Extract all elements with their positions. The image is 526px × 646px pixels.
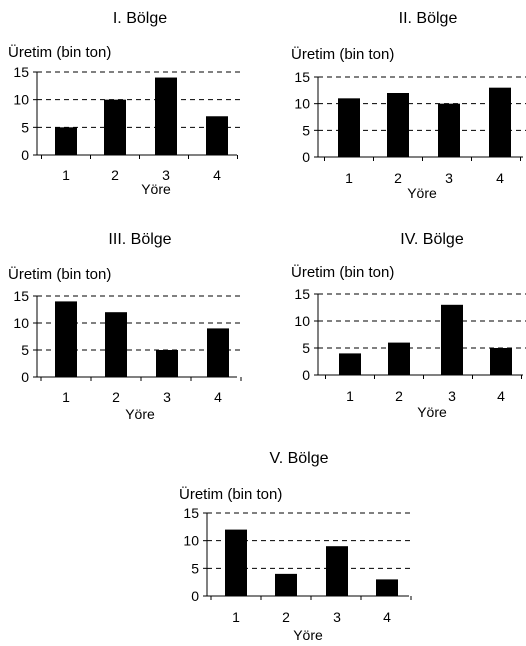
bar-2 — [275, 573, 297, 596]
chart-panel-3: 0 5 10 15 1 2 3 4 III. Bölge Üretim (bin ton) Yöre — [8, 231, 242, 422]
y-axis-label: Üretim (bin ton) — [8, 265, 111, 283]
y-tick-label: 15 — [183, 505, 199, 521]
bar-1 — [55, 127, 77, 155]
bar-2 — [388, 342, 410, 375]
x-axis-label: Yöre — [125, 406, 155, 422]
x-tick-label: 4 — [383, 609, 391, 625]
y-tick-label: 0 — [191, 588, 199, 604]
y-tick-label: 15 — [294, 69, 310, 85]
bar-3 — [156, 350, 178, 377]
bar-4 — [207, 328, 229, 377]
bar-3 — [438, 103, 460, 157]
x-tick-label: 2 — [112, 389, 120, 405]
x-tick-label: 3 — [162, 167, 170, 183]
bar-1 — [225, 529, 247, 596]
x-tick-label: 3 — [448, 388, 456, 404]
y-tick-label: 10 — [13, 315, 29, 331]
y-tick-label: 5 — [21, 342, 29, 358]
y-tick-label: 15 — [13, 64, 29, 80]
y-tick-label: 10 — [183, 533, 199, 549]
y-tick-label: 10 — [294, 96, 310, 112]
bar-4 — [490, 348, 512, 375]
x-tick-label: 4 — [213, 167, 221, 183]
bar-2 — [387, 93, 409, 157]
y-tick-label: 0 — [21, 147, 29, 163]
y-axis-label: Üretim (bin ton) — [179, 485, 282, 503]
bar-1 — [338, 98, 360, 157]
y-tick-label: 0 — [302, 149, 310, 165]
x-tick-label: 1 — [345, 170, 353, 186]
x-axis-label: Yöre — [141, 181, 171, 197]
y-tick-label: 5 — [302, 122, 310, 138]
x-tick-label: 3 — [445, 170, 453, 186]
bar-3 — [441, 304, 463, 375]
x-axis-label: Yöre — [293, 627, 323, 643]
bar-4 — [376, 579, 398, 596]
bar-1 — [55, 301, 77, 377]
bar-4 — [489, 87, 511, 157]
x-tick-label: 3 — [333, 609, 341, 625]
y-axis-label: Üretim (bin ton) — [8, 43, 111, 61]
chart-title: IV. Bölge — [400, 231, 464, 248]
chart-title: II. Bölge — [399, 10, 458, 27]
y-tick-label: 0 — [21, 369, 29, 385]
y-tick-label: 15 — [13, 288, 29, 304]
x-tick-label: 4 — [496, 170, 504, 186]
chart-title: III. Bölge — [108, 231, 171, 248]
chart-panel-4: 0 5 10 15 1 2 3 4 IV. Bölge Üretim (bin ton) Yöre — [291, 231, 526, 420]
x-tick-label: 4 — [497, 388, 505, 404]
bar-2 — [105, 312, 127, 377]
x-tick-label: 1 — [62, 167, 70, 183]
bar-2 — [104, 99, 126, 155]
y-tick-label: 10 — [13, 92, 29, 108]
y-tick-label: 15 — [294, 286, 310, 302]
y-axis-label: Üretim (bin ton) — [291, 45, 394, 63]
y-axis-label: Üretim (bin ton) — [291, 263, 394, 281]
y-tick-label: 5 — [21, 119, 29, 135]
x-tick-label: 1 — [62, 389, 70, 405]
x-tick-label: 3 — [163, 389, 171, 405]
chart-title: I. Bölge — [113, 10, 167, 27]
bar-4 — [206, 116, 228, 155]
chart-panel-2: 0 5 10 15 1 2 3 4 II. Bölge Üretim (bin ton) Yöre — [291, 10, 526, 201]
x-tick-label: 2 — [282, 609, 290, 625]
chart-panel-5: 0 5 10 15 1 2 3 4 V. Bölge Üretim (bin ton) Yöre — [179, 450, 412, 643]
x-tick-label: 2 — [111, 167, 119, 183]
x-tick-label: 2 — [394, 170, 402, 186]
x-axis-label: Yöre — [407, 185, 437, 201]
chart-title: V. Bölge — [269, 450, 328, 467]
x-tick-label: 4 — [214, 389, 222, 405]
y-tick-label: 5 — [191, 560, 199, 576]
x-tick-label: 2 — [395, 388, 403, 404]
bar-1 — [339, 353, 361, 375]
x-tick-label: 1 — [232, 609, 240, 625]
y-tick-label: 10 — [294, 313, 310, 329]
bar-3 — [326, 546, 348, 596]
bar-3 — [155, 77, 177, 155]
y-tick-label: 5 — [302, 340, 310, 356]
x-tick-label: 1 — [346, 388, 354, 404]
y-tick-label: 0 — [302, 367, 310, 383]
x-axis-label: Yöre — [417, 404, 447, 420]
